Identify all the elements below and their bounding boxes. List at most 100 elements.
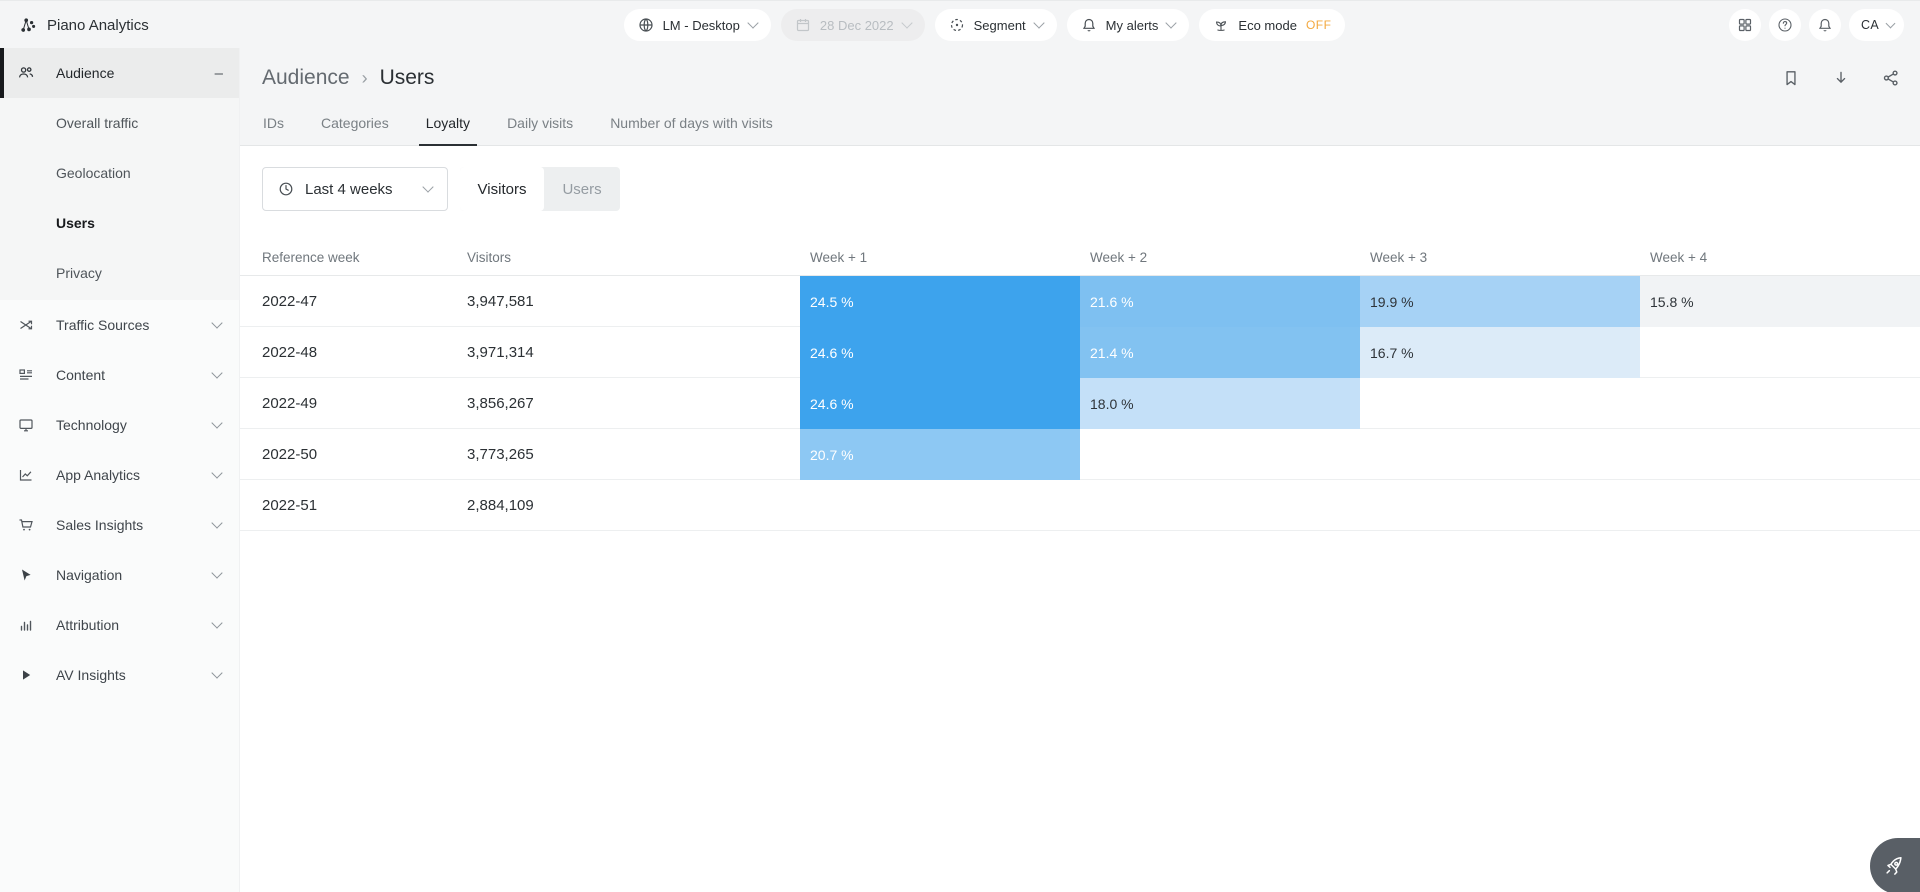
metric-toggle: Visitors Users: [459, 167, 620, 211]
visitors-value: 3,971,314: [467, 343, 534, 361]
breadcrumb-separator-icon: ›: [361, 67, 368, 88]
tab-number-of-days[interactable]: Number of days with visits: [610, 115, 773, 131]
column-header: Week + 1: [810, 249, 868, 265]
tab-ids[interactable]: IDs: [263, 115, 284, 131]
site-selector-label: LM - Desktop: [662, 17, 740, 33]
retention-cell: [1360, 429, 1640, 480]
column-header: Week + 4: [1650, 249, 1708, 265]
sidebar-item-users[interactable]: Users: [0, 198, 239, 248]
download-icon: [1836, 71, 1846, 84]
visitors-value: 2,884,109: [467, 496, 534, 514]
table-row[interactable]: 2022-48 3,971,314 24.6 % 21.4 % 16.7 %: [240, 327, 1920, 378]
retention-cell: 24.6 %: [800, 378, 1080, 429]
my-alerts-button[interactable]: My alerts: [1066, 9, 1190, 41]
sidebar-item-geolocation[interactable]: Geolocation: [0, 148, 239, 198]
monitor-icon: [19, 419, 33, 432]
sidebar-item-label: Traffic Sources: [56, 317, 150, 333]
sidebar-item-navigation[interactable]: Navigation: [0, 550, 239, 600]
table-row[interactable]: 2022-51 2,884,109: [240, 480, 1920, 531]
assistant-button[interactable]: [1870, 838, 1920, 892]
chevron-down-icon: [211, 567, 223, 579]
chevron-down-icon: [1165, 17, 1178, 29]
column-header: Week + 3: [1370, 249, 1428, 265]
tab-loyalty[interactable]: Loyalty: [418, 115, 478, 146]
cursor-icon: [22, 569, 31, 581]
sidebar-item-sales-insights[interactable]: Sales Insights: [0, 500, 239, 550]
retention-cell: 19.9 %: [1360, 276, 1640, 327]
sidebar-item-traffic-sources[interactable]: Traffic Sources: [0, 300, 239, 350]
retention-cell: 21.6 %: [1080, 276, 1360, 327]
sidebar-item-av-insights[interactable]: AV Insights: [0, 650, 239, 700]
retention-cell: 24.6 %: [800, 327, 1080, 378]
retention-cell: 18.0 %: [1080, 378, 1360, 429]
share-button[interactable]: [1882, 69, 1900, 87]
site-selector[interactable]: LM - Desktop: [623, 9, 771, 41]
sidebar-item-label: App Analytics: [56, 467, 141, 483]
chevron-down-icon: [211, 617, 223, 629]
sidebar-item-technology[interactable]: Technology: [0, 400, 239, 450]
sidebar-item-app-analytics[interactable]: App Analytics: [0, 450, 239, 500]
loyalty-panel: Last 4 weeks Visitors Users Reference we…: [240, 167, 1920, 531]
page-actions: [1782, 69, 1904, 87]
visitors-value: 3,773,265: [467, 445, 534, 463]
retention-cell: 21.4 %: [1080, 327, 1360, 378]
reference-week: 2022-51: [262, 496, 318, 514]
tab-categories[interactable]: Categories: [321, 115, 389, 131]
eco-mode-toggle[interactable]: Eco mode OFF: [1199, 9, 1346, 41]
period-selector[interactable]: Last 4 weeks: [262, 167, 448, 211]
user-menu[interactable]: CA: [1849, 9, 1904, 41]
globe-icon: [638, 18, 653, 32]
toggle-option-visitors[interactable]: Visitors: [459, 167, 545, 211]
grid-icon: [1738, 18, 1752, 32]
table-row[interactable]: 2022-49 3,856,267 24.6 % 18.0 %: [240, 378, 1920, 429]
topbar-controls: LM - Desktop 28 Dec 2022 Segment: [240, 9, 1729, 41]
line-chart-icon: [19, 470, 32, 481]
sidebar-item-audience[interactable]: Audience –: [0, 48, 239, 98]
chevron-down-icon: [900, 17, 913, 29]
sidebar-item-label: Technology: [56, 417, 127, 433]
segment-label: Segment: [973, 17, 1026, 33]
my-alerts-label: My alerts: [1105, 17, 1159, 33]
sidebar-subitem-label: Geolocation: [56, 165, 131, 181]
retention-cell: [1360, 378, 1640, 429]
sidebar-item-privacy[interactable]: Privacy: [0, 248, 239, 298]
chevron-down-icon: [211, 667, 223, 679]
reference-week: 2022-48: [262, 343, 318, 361]
sidebar-item-overall-traffic[interactable]: Overall traffic: [0, 98, 239, 148]
tab-daily-visits[interactable]: Daily visits: [507, 115, 574, 131]
controls-row: Last 4 weeks Visitors Users: [262, 167, 1920, 211]
notifications-button[interactable]: [1809, 9, 1842, 41]
period-label: Last 4 weeks: [305, 180, 393, 198]
play-icon: [23, 670, 31, 680]
sidebar-item-content[interactable]: Content: [0, 350, 239, 400]
visitors-value: 3,947,581: [467, 292, 534, 310]
download-button[interactable]: [1832, 69, 1850, 87]
sidebar-subitem-label: Privacy: [56, 265, 102, 281]
app-title: Piano Analytics: [47, 16, 149, 34]
retention-cell: [1640, 429, 1920, 480]
apps-button[interactable]: [1729, 9, 1762, 41]
date-picker[interactable]: 28 Dec 2022: [780, 9, 925, 41]
bell-icon: [1818, 18, 1832, 32]
retention-cell: [1640, 378, 1920, 429]
chevron-down-icon: [747, 17, 759, 29]
tab-bar: IDs Categories Loyalty Daily visits Numb…: [240, 115, 1920, 146]
brand-logo[interactable]: Piano Analytics: [0, 17, 240, 34]
target-icon: [950, 18, 963, 32]
segment-selector[interactable]: Segment: [934, 9, 1057, 41]
piano-logo-icon: [21, 18, 36, 32]
reference-week: 2022-50: [262, 445, 318, 463]
bookmark-button[interactable]: [1782, 69, 1800, 87]
retention-cell: [800, 480, 1080, 531]
sidebar-item-attribution[interactable]: Attribution: [0, 600, 239, 650]
main-content: Audience › Users: [240, 48, 1920, 892]
table-row[interactable]: 2022-50 3,773,265 20.7 %: [240, 429, 1920, 480]
chevron-down-icon: [211, 467, 223, 479]
collapse-minus-icon[interactable]: –: [214, 64, 223, 82]
toggle-option-users[interactable]: Users: [562, 180, 602, 198]
table-row[interactable]: 2022-47 3,947,581 24.5 % 21.6 % 19.9 % 1…: [240, 276, 1920, 327]
breadcrumb-parent[interactable]: Audience: [262, 66, 350, 89]
sidebar-item-label: Audience: [56, 65, 115, 81]
help-button[interactable]: [1769, 9, 1802, 41]
bookmark-icon: [1786, 71, 1796, 86]
